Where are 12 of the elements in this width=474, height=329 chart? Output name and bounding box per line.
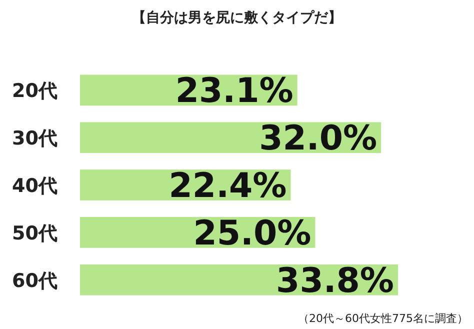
y-tick-label: 20代 [12,80,58,102]
text: （20代～60代女性775名に調査） [298,312,468,325]
data-label: 23.1% [175,71,294,112]
data-label: 25.0% [193,213,312,254]
y-tick-label: 40代 [12,175,58,197]
chart-title: 【自分は男を尻に敷くタイプだ】 [132,9,342,26]
y-tick-label: 50代 [12,222,58,244]
data-label: 32.0% [259,118,378,159]
y-tick-label: 30代 [12,128,58,150]
y-tick-label: 60代 [12,270,58,292]
data-label: 22.4% [168,166,287,206]
data-label: 33.8% [276,260,394,301]
